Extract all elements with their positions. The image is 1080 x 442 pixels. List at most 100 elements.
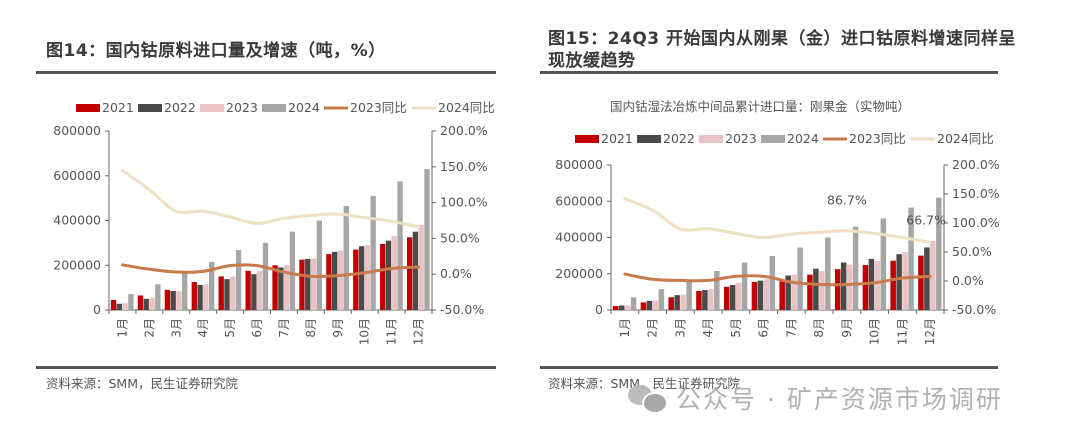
fig14-bar-2024-12月	[424, 169, 430, 310]
fig15-annotation: 66.7%	[906, 212, 946, 227]
fig15-bar-2021-10月	[862, 265, 869, 310]
fig15-annotation: 86.7%	[827, 193, 867, 208]
fig15-legend-item-2024同比: 2024同比	[911, 131, 994, 146]
fig14-legend-item-2021: 2021	[76, 100, 134, 115]
fig14-y-tick-label: 0	[93, 302, 101, 317]
fig15-legend: 2021 2022 2023 2024 2023同比 2024同比	[575, 131, 994, 146]
fig15-bar-2022-8月	[813, 268, 819, 310]
fig14-bar-2021-2月	[137, 295, 144, 310]
fig15-x-tick-label: 1月	[618, 318, 632, 338]
fig15-bar-2021-12月	[918, 255, 924, 310]
fig15-legend-item-2022: 2022	[637, 131, 695, 146]
fig15-bar-2021-8月	[807, 274, 813, 310]
fig15-legend-swatch-2022	[637, 135, 661, 143]
fig14-bar-2023-3月	[176, 290, 182, 310]
fig15-bar-2024-9月	[852, 226, 859, 310]
figure-14-panel: 图14：国内钴原料进口量及增速（吨，%） 2021 2022 2023 2024 202…	[36, 0, 496, 442]
fig14-bar-2024-11月	[397, 181, 403, 310]
fig14-y-tick-label: 600000	[53, 168, 101, 183]
fig14-x-tick-label: 11月	[385, 318, 399, 345]
fig14-legend-label: 2024同比	[438, 100, 495, 115]
figure-15-panel: 图15：24Q3 开始国内从刚果（金）进口钴原料增速同样呈现放缓趋势 国内钴湿法…	[540, 0, 1020, 442]
fig14-legend-label: 2024	[288, 100, 320, 115]
fig15-bar-2024-1月	[630, 297, 637, 310]
fig14-bar-2023-5月	[230, 276, 236, 310]
fig15-legend-label: 2021	[601, 131, 633, 146]
fig14-bar-2023-10月	[364, 245, 371, 310]
fig14-bar-2021-11月	[380, 243, 386, 310]
fig14-bar-2023-11月	[391, 236, 397, 310]
fig14-x-tick-label: 5月	[223, 318, 237, 338]
fig15-y2-tick-label: 100.0%	[952, 215, 1000, 230]
fig14-x-tick-label: 12月	[412, 318, 426, 345]
fig15-bar-2021-7月	[779, 280, 785, 310]
fig14-legend-item-2023: 2023	[200, 100, 258, 115]
fig15-bar-2024-2月	[658, 289, 665, 310]
fig14-bar-2024-5月	[235, 250, 242, 310]
fig15-bar-2023-7月	[791, 274, 797, 310]
fig15-bar-2021-2月	[640, 302, 647, 310]
fig15-bar-2024-6月	[769, 255, 776, 310]
fig15-legend-item-2024: 2024	[761, 131, 819, 146]
fig14-bar-2024-6月	[262, 242, 269, 310]
fig15-line-2023同比	[623, 272, 932, 287]
fig15-bar-2024-8月	[825, 237, 831, 310]
fig15-bar-2022-6月	[757, 280, 764, 310]
fig15-x-tick-label: 7月	[784, 318, 798, 338]
figure-14-chart: 2021 2022 2023 2024 2023同比 2024同比 0 200000 40000…	[53, 100, 495, 345]
fig14-bar-2023-4月	[203, 284, 209, 310]
fig15-y2-tick-label: 50.0%	[952, 244, 992, 259]
fig14-bar-2024-8月	[316, 220, 322, 310]
fig14-x-tick-label: 8月	[304, 318, 318, 338]
figure-14-title: 图14：国内钴原料进口量及增速（吨，%）	[46, 41, 386, 61]
watermark-text: 公众号 · 矿产资源市场调研	[676, 385, 1003, 414]
fig15-x-tick-label: 5月	[729, 318, 743, 338]
fig14-bar-2022-4月	[197, 284, 203, 310]
fig14-line-2024同比	[120, 168, 421, 229]
fig15-bar-2021-1月	[612, 306, 619, 310]
fig14-legend-swatch-2024	[262, 104, 286, 112]
fig14-legend-item-2024: 2024	[262, 100, 320, 115]
fig14-bar-2024-4月	[208, 261, 215, 310]
fig14-bar-2021-1月	[110, 299, 117, 310]
fig14-y-tick-label: 200000	[53, 257, 101, 272]
figure-15-subtitle: 国内钴湿法冶炼中间品累计进口量：刚果金（实物吨）	[610, 99, 911, 114]
fig14-y2-tick-label: 0.0%	[440, 266, 472, 281]
fig14-x-tick-label: 1月	[115, 318, 129, 338]
fig15-legend-item-2023: 2023	[699, 131, 757, 146]
figure-15-top-rule	[540, 71, 998, 74]
fig14-bar-2021-12月	[406, 237, 413, 310]
fig15-x-tick-label: 8月	[812, 318, 826, 338]
fig15-bar-2021-3月	[668, 297, 674, 310]
fig15-y-tick-label: 400000	[555, 230, 603, 245]
fig15-bar-2022-9月	[840, 262, 847, 310]
fig15-y-tick-label: 0	[595, 302, 603, 317]
fig14-bar-2024-7月	[289, 231, 296, 310]
fig15-legend-label: 2024	[787, 131, 819, 146]
figure-14-source: 资料来源：SMM，民生证券研究院	[46, 376, 239, 391]
fig14-legend-swatch-2021	[76, 104, 100, 112]
fig15-legend-item-2021: 2021	[575, 131, 633, 146]
fig15-x-tick-label: 2月	[646, 318, 660, 338]
fig14-y2-tick-label: 50.0%	[440, 230, 480, 245]
fig15-x-tick-label: 6月	[757, 318, 771, 338]
fig15-bar-2023-9月	[846, 264, 853, 310]
fig15-legend-label: 2022	[663, 131, 695, 146]
fig14-bar-2022-8月	[305, 258, 311, 310]
fig14-bar-2021-8月	[299, 259, 305, 310]
fig14-legend-item-2022: 2022	[138, 100, 196, 115]
fig15-x-tick-label: 12月	[923, 318, 937, 345]
fig15-legend-label: 2024同比	[937, 131, 994, 146]
fig14-bar-2024-2月	[155, 284, 161, 310]
fig14-legend-swatch-2023	[200, 104, 224, 112]
fig14-line-2023同比	[120, 263, 421, 279]
fig15-x-tick-label: 4月	[701, 318, 715, 338]
fig15-bar-2023-5月	[735, 282, 742, 310]
fig14-bar-2021-9月	[326, 254, 332, 310]
fig14-legend-label: 2021	[102, 100, 134, 115]
fig14-legend-swatch-2022	[138, 104, 162, 112]
fig15-legend-swatch-2023	[699, 135, 723, 143]
fig14-bar-2023-2月	[149, 297, 155, 310]
fig14-y2-tick-label: 200.0%	[440, 123, 488, 138]
fig14-legend-label: 2022	[164, 100, 196, 115]
